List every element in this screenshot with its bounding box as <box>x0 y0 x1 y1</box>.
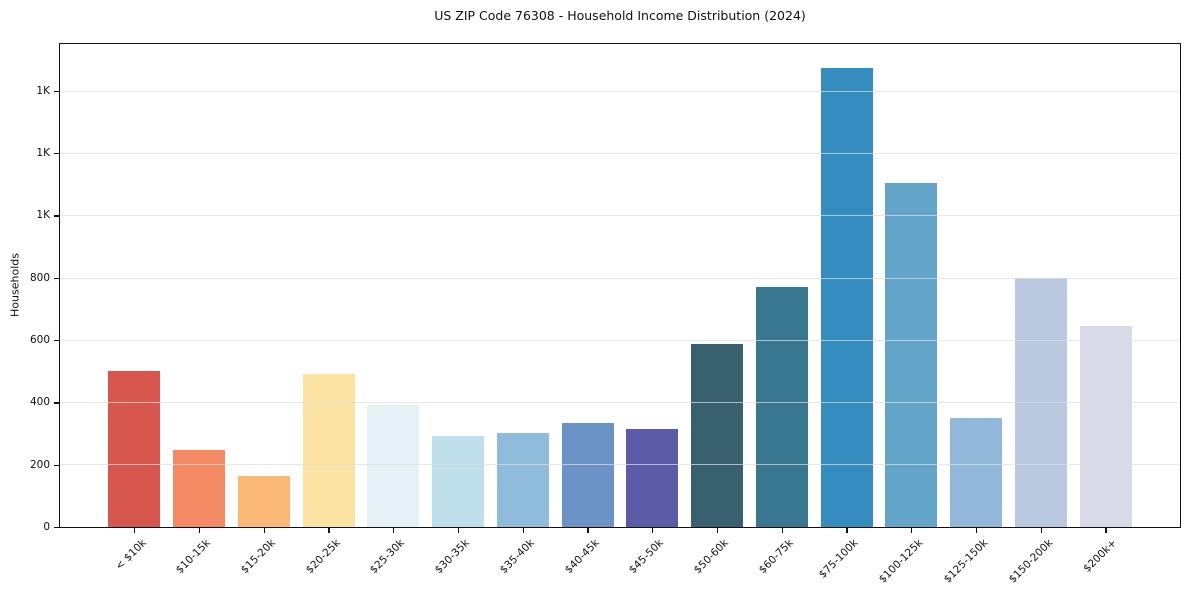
x-tick-label: $125-150k <box>941 536 991 586</box>
x-tick-label: $50-60k <box>691 536 732 576</box>
x-tick-label: $15-20k <box>238 536 278 576</box>
x-tick-mark <box>911 527 913 533</box>
x-tick-mark <box>134 527 136 533</box>
gridline-200 <box>60 463 1180 465</box>
y-tick-label: 1K <box>36 84 50 97</box>
y-tick-label: 0 <box>43 521 50 533</box>
x-tick-mark <box>198 527 201 533</box>
bar-$60-75k <box>755 287 808 527</box>
x-tick-label: $60-75k <box>756 536 796 576</box>
x-tick-label: $35-40k <box>497 536 537 576</box>
gridline-600 <box>60 339 1180 341</box>
bar-$75-100k <box>820 68 873 527</box>
bar-$200k+ <box>1079 325 1132 527</box>
x-tick-mark <box>781 527 783 533</box>
bar-$100-125k <box>885 183 938 527</box>
bar-$30-35k <box>432 436 485 527</box>
bar-$45-50k <box>626 428 679 527</box>
bar-$15-20k <box>237 475 290 527</box>
x-tick-mark <box>457 527 460 533</box>
x-tick-mark <box>263 527 265 533</box>
x-tick-mark <box>975 527 978 533</box>
bar-$25-30k <box>367 405 420 527</box>
bar-$35-40k <box>496 433 549 527</box>
bar-$10-15k <box>173 450 226 527</box>
x-tick-label: $150-200k <box>1006 536 1055 586</box>
y-tick-label: 800 <box>29 271 50 284</box>
x-tick-mark <box>1105 527 1107 533</box>
x-tick-label: $20-25k <box>303 536 343 576</box>
x-tick-label: $30-35k <box>432 536 473 576</box>
bar-$40-45k <box>561 422 614 527</box>
x-tick-mark <box>652 527 654 533</box>
x-tick-mark <box>846 527 848 533</box>
x-tick-mark <box>716 527 719 533</box>
x-tick-label: $25-30k <box>368 536 408 576</box>
y-axis-label: Households <box>8 253 22 317</box>
x-tick-label: $45-50k <box>627 536 667 576</box>
bar-< $10k <box>108 371 161 527</box>
x-tick-mark <box>587 527 589 533</box>
gridline-1400 <box>60 91 1180 93</box>
x-tick-label: $75-100k <box>816 536 861 581</box>
y-tick-label: 1K <box>36 147 50 160</box>
bar-$20-25k <box>302 373 355 527</box>
x-tick-label: $200k+ <box>1081 536 1120 575</box>
x-tick-label: $10-15k <box>173 536 214 576</box>
bar-$125-150k <box>950 418 1003 527</box>
x-tick-mark <box>328 527 330 533</box>
gridline-800 <box>60 277 1180 279</box>
y-tick-label: 200 <box>29 458 50 471</box>
gridline-1200 <box>60 153 1180 155</box>
bar-$50-60k <box>691 343 744 527</box>
gridline-400 <box>60 401 1180 403</box>
x-tick-label: $40-45k <box>562 536 602 576</box>
y-tick-label: 1K <box>36 209 50 222</box>
y-tick-label: 400 <box>29 396 50 409</box>
x-tick-mark <box>393 527 395 533</box>
x-tick-label: $100-125k <box>876 536 926 586</box>
y-tick-label: 600 <box>29 334 50 347</box>
x-tick-label: < $10k <box>112 536 149 573</box>
gridline-1000 <box>60 215 1180 217</box>
plot-area <box>59 43 1181 528</box>
x-tick-mark <box>522 527 524 533</box>
chart-title: US ZIP Code 76308 - Household Income Dis… <box>434 8 806 23</box>
x-tick-mark <box>1040 527 1042 533</box>
